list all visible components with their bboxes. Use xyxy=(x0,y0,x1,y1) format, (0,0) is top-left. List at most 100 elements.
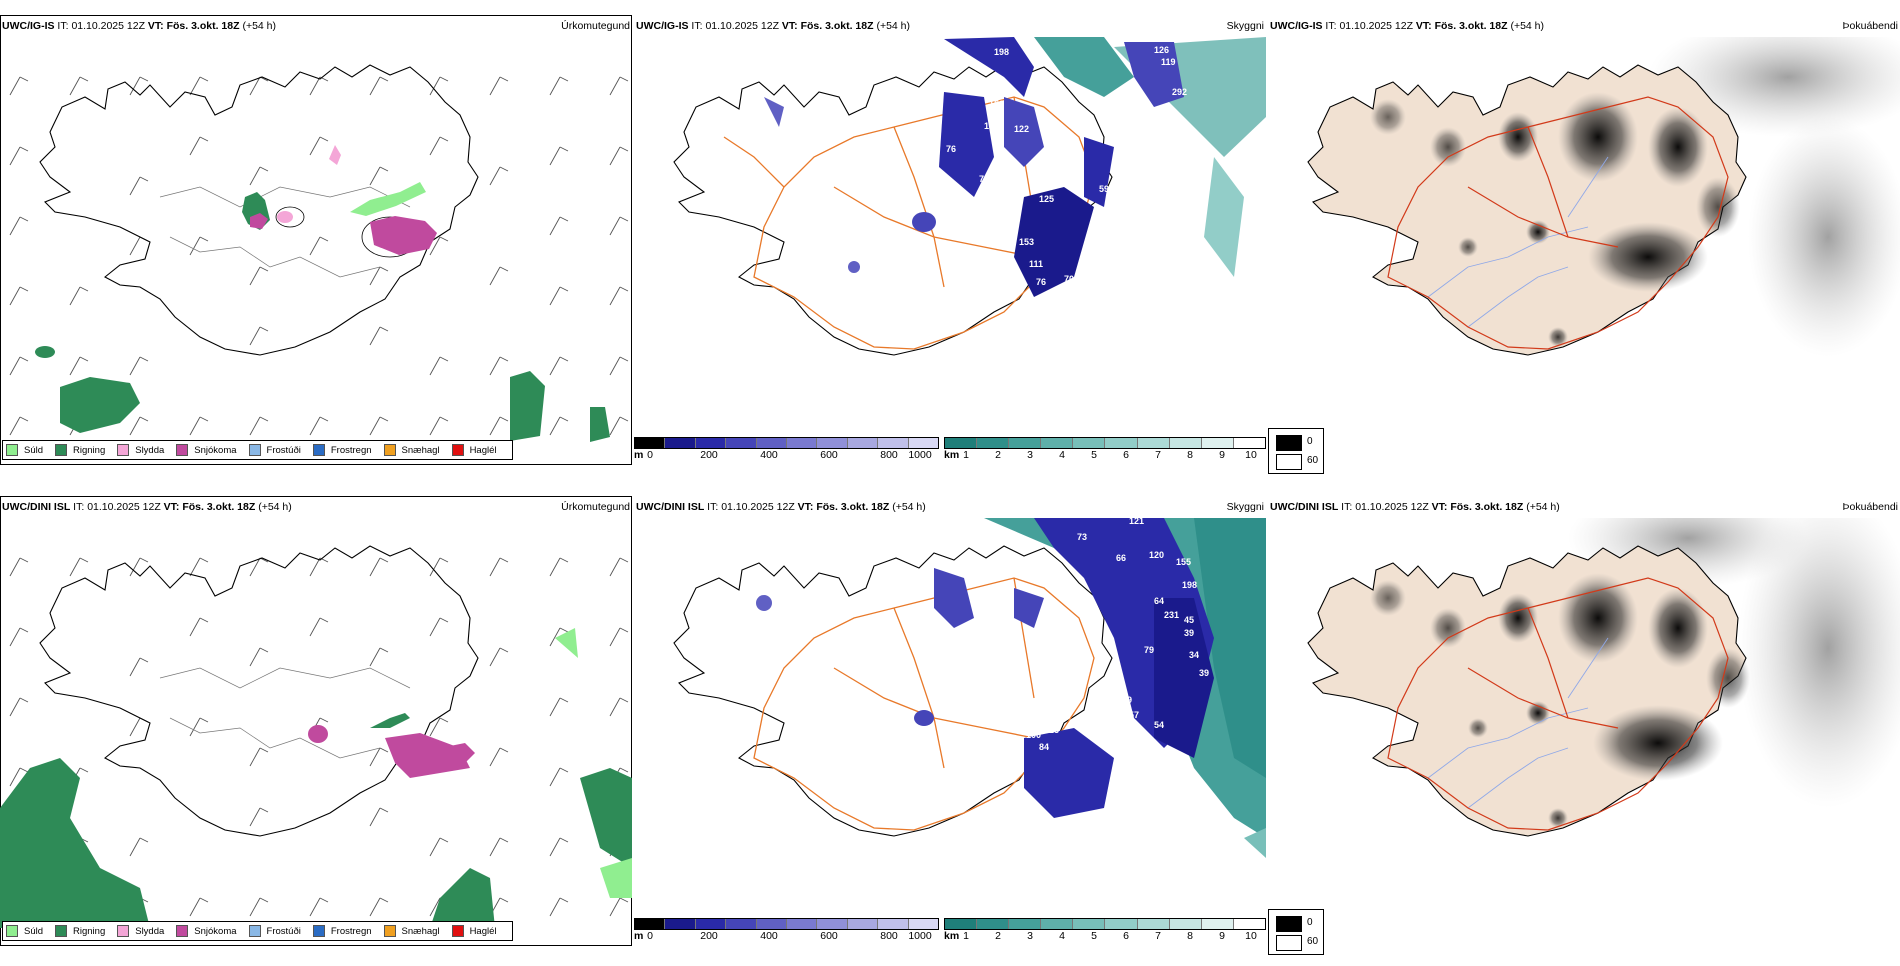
colorbar-bin xyxy=(945,438,978,448)
it-label: IT: xyxy=(1341,501,1353,513)
svg-text:66: 66 xyxy=(1116,553,1126,563)
colorbar-bin xyxy=(635,438,666,448)
fog-haze xyxy=(1738,518,1900,808)
svg-text:109: 109 xyxy=(999,590,1014,600)
colorbar-bin xyxy=(756,438,788,448)
colorbar-bin xyxy=(1009,919,1042,929)
colorbar-bin xyxy=(665,919,696,929)
colorbar-bin xyxy=(1041,919,1074,929)
svg-text:85: 85 xyxy=(1079,723,1089,733)
legend-swatch xyxy=(383,444,396,456)
svg-text:76: 76 xyxy=(919,237,929,247)
panel-header: UWC/DINI ISL IT: 01.10.2025 12Z VT: Fös.… xyxy=(1270,501,1560,513)
svg-text:84: 84 xyxy=(1039,742,1049,752)
svg-text:49: 49 xyxy=(1122,695,1132,705)
lead-time: (+54 h) xyxy=(258,501,292,513)
svg-text:231: 231 xyxy=(1164,610,1179,620)
colorbar-ramp xyxy=(944,437,1266,449)
colorbar-bin xyxy=(1105,438,1138,448)
colorbar-bin xyxy=(1201,438,1234,448)
cloud-visibility-panel-bottom: UWC/DINI ISL IT: 01.10.2025 12Z VT: Fös.… xyxy=(634,496,1266,966)
lead-time: (+54 h) xyxy=(1510,20,1545,32)
cloudbase-areas xyxy=(756,518,1214,818)
colorbar-bin xyxy=(878,919,909,929)
svg-text:45: 45 xyxy=(1184,615,1194,625)
colorbar-bin xyxy=(977,438,1010,448)
colorbar-ramp xyxy=(634,437,939,449)
cloud-visibility-panel-top: UWC/IG-IS IT: 01.10.2025 12Z VT: Fös. 3.… xyxy=(634,15,1266,485)
svg-text:155: 155 xyxy=(1176,557,1191,567)
colorbar-bin xyxy=(635,919,666,929)
panel-header: UWC/IG-IS IT: 01.10.2025 12Z VT: Fös. 3.… xyxy=(636,20,910,32)
visibility-colorbar: km 1 2 3 4 5 6 7 8 9 10 xyxy=(944,918,1266,950)
legend-item-snjokoma: Snjókoma xyxy=(176,925,237,937)
svg-text:39: 39 xyxy=(1184,628,1194,638)
svg-text:120: 120 xyxy=(1149,550,1164,560)
panel-title: Skyggni xyxy=(1226,20,1264,32)
roads xyxy=(169,236,381,278)
colorbar-bin xyxy=(1169,919,1202,929)
colorbar-bin xyxy=(787,919,818,929)
colorbar-ticks: 0 200 400 600 800 1000 xyxy=(647,449,932,461)
colorbar-bin xyxy=(908,438,939,448)
legend-item-haglel: Haglél xyxy=(451,444,497,456)
cloudbase-colorbar: m 0 200 400 600 800 1000 xyxy=(634,437,939,469)
svg-text:59: 59 xyxy=(1099,184,1109,194)
lead-time: (+54 h) xyxy=(892,501,926,513)
svg-text:198: 198 xyxy=(1182,580,1197,590)
colorbar-unit: km xyxy=(944,930,960,942)
legend-swatch xyxy=(55,925,68,937)
vt-value: Fös. 3.okt. 18Z xyxy=(800,20,874,32)
colorbar-unit: m xyxy=(634,449,644,461)
svg-text:111: 111 xyxy=(1029,259,1043,269)
legend-item-rigning: Rigning xyxy=(55,444,105,456)
colorbar-ramp xyxy=(634,918,939,930)
cloudbase-labels: 198 126 119 292 150 148 122 119 76 58 78… xyxy=(864,45,1187,314)
fog-indicator-panel-bottom: UWC/DINI ISL IT: 01.10.2025 12Z VT: Fös.… xyxy=(1268,496,1900,966)
precip-type-panel-bottom: UWC/DINI ISL IT: 01.10.2025 12Z VT: Fös.… xyxy=(0,496,632,966)
legend-item-slydda: Slydda xyxy=(117,444,164,456)
legend-swatch xyxy=(6,925,18,937)
it-label: IT: xyxy=(707,501,719,513)
colorbar-bin xyxy=(695,919,727,929)
legend-item-frostregn: Frostregn xyxy=(312,444,372,456)
svg-text:150: 150 xyxy=(989,99,1004,109)
it-label: IT: xyxy=(1325,20,1337,32)
iceland-coastline xyxy=(39,545,479,837)
legend-item-suld: Súld xyxy=(6,444,43,456)
panel-title: Úrkomutegund xyxy=(561,501,630,513)
fog-legend: 0 60 xyxy=(1268,909,1324,955)
model-name: UWC/DINI ISL xyxy=(2,501,71,513)
panel-title: Þokuábendi xyxy=(1842,501,1898,513)
svg-text:146: 146 xyxy=(1054,304,1069,314)
precip-map xyxy=(0,545,632,928)
svg-text:78: 78 xyxy=(979,174,989,184)
legend-item-snaehagl: Snæhagl xyxy=(383,444,440,456)
svg-text:123: 123 xyxy=(1044,725,1059,735)
legend-swatch xyxy=(248,444,261,456)
legend-item-frostregn: Frostregn xyxy=(312,925,372,937)
it-label: IT: xyxy=(57,20,69,32)
precip-type-panel-top: UWC/IG-IS IT: 01.10.2025 12Z VT: Fös. 3.… xyxy=(0,15,632,485)
fog-map xyxy=(1268,37,1900,447)
svg-text:81: 81 xyxy=(1114,179,1124,189)
svg-text:64: 64 xyxy=(1154,596,1164,606)
svg-text:105: 105 xyxy=(1016,713,1031,723)
svg-text:88: 88 xyxy=(1039,710,1049,720)
it-value: 01.10.2025 12Z xyxy=(705,20,779,32)
legend-item-snaehagl: Snæhagl xyxy=(383,925,440,937)
precip-areas xyxy=(0,628,632,928)
colorbar-ticks: 1 2 3 4 5 6 7 8 9 10 xyxy=(963,930,1257,942)
it-value: 01.10.2025 12Z xyxy=(1355,501,1429,513)
vt-label: VT: xyxy=(797,501,814,513)
panel-header: UWC/DINI ISL IT: 01.10.2025 12Z VT: Fös.… xyxy=(2,501,292,513)
svg-text:76: 76 xyxy=(1036,277,1046,287)
vt-label: VT: xyxy=(1415,20,1432,32)
colorbar-bin xyxy=(977,919,1010,929)
vt-value: Fös. 3.okt. 18Z xyxy=(1434,20,1508,32)
rivers xyxy=(1427,156,1609,328)
cloud-map: 198 126 119 292 150 148 122 119 76 58 78… xyxy=(673,37,1266,356)
svg-text:126: 126 xyxy=(1154,45,1169,55)
panel-header: UWC/IG-IS IT: 01.10.2025 12Z VT: Fös. 3.… xyxy=(1270,20,1544,32)
legend-swatch xyxy=(117,925,130,937)
